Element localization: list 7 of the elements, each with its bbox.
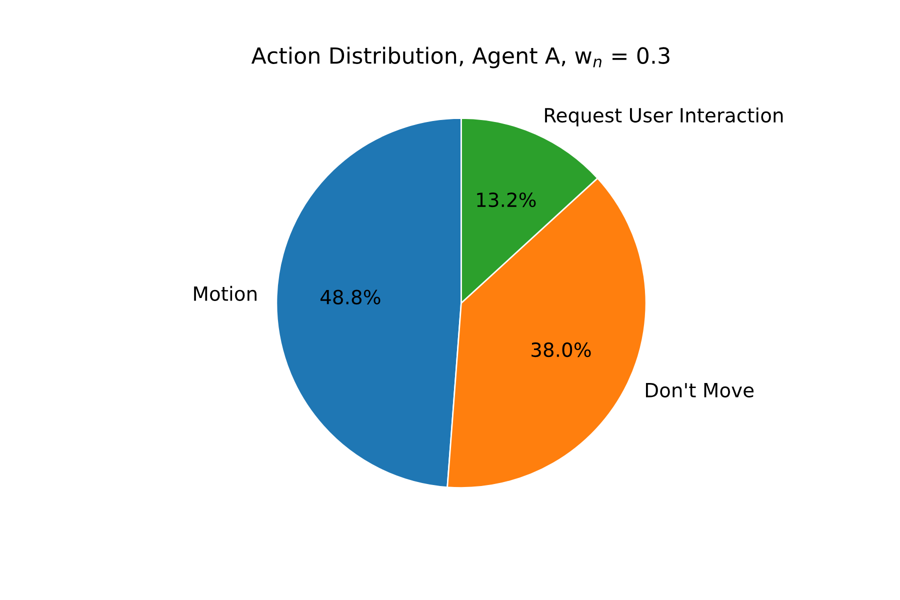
- slice-label: Request User Interaction: [545, 108, 783, 126]
- chart-title: Action Distribution, Agent A, w$_{n}$ = 0.3: [251, 46, 670, 68]
- slice-label: Motion: [194, 286, 256, 301]
- data-label: 48.8%: [320, 290, 380, 304]
- data-label: 38.0%: [532, 342, 591, 358]
- slice-label: Don't Move: [646, 383, 754, 398]
- data-label: 13.2%: [477, 192, 536, 208]
